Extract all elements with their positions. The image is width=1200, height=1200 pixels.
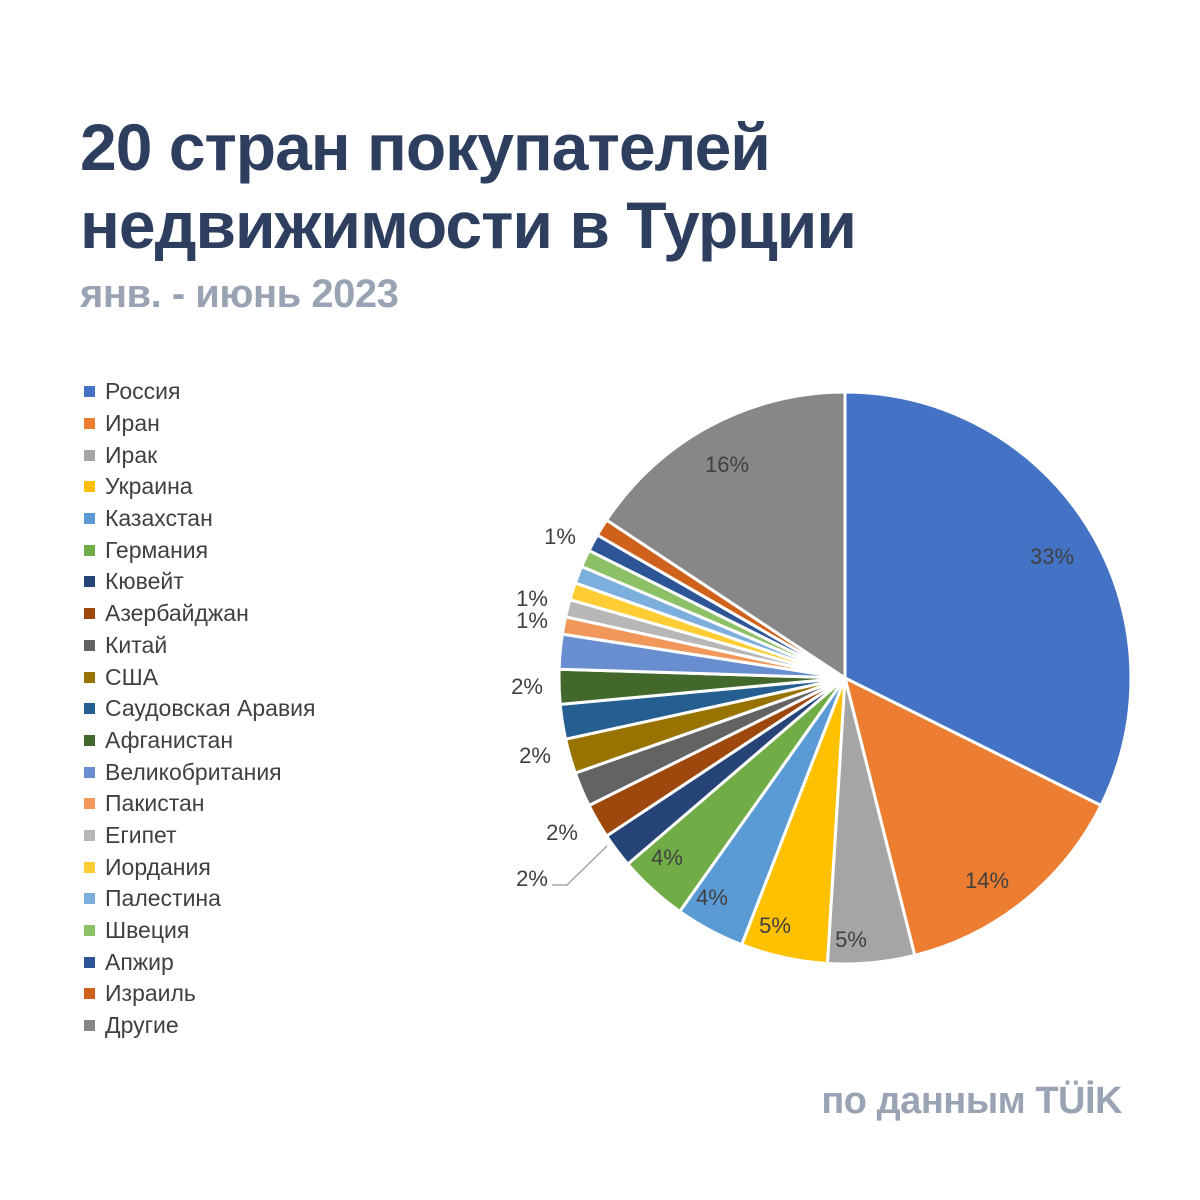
legend-item: Казахстан xyxy=(84,503,315,535)
data-label: 2% xyxy=(511,674,543,699)
legend-label: Саудовская Аравия xyxy=(105,695,316,722)
data-label: 5% xyxy=(835,927,867,952)
legend-label: Египет xyxy=(105,821,177,848)
data-label: 2% xyxy=(519,743,551,768)
legend-item: Россия xyxy=(84,376,315,408)
legend-label: Великобритания xyxy=(105,758,282,785)
legend-label: Афганистан xyxy=(105,726,234,753)
legend-item: Ирак xyxy=(84,439,315,471)
legend-label: Швеция xyxy=(105,917,190,944)
chart-legend: Россия Иран Ирак Украина Казахстан Германия Кю… xyxy=(84,376,315,1041)
legend-label: Палестина xyxy=(105,885,221,912)
legend-swatch xyxy=(84,893,95,905)
chart-subtitle: янв. - июнь 2023 xyxy=(80,272,399,316)
legend-swatch xyxy=(84,513,95,525)
data-label: 14% xyxy=(965,868,1009,893)
data-label: 1% xyxy=(544,524,576,549)
data-label: 1% xyxy=(516,608,548,633)
legend-swatch xyxy=(84,988,95,1000)
data-label: 4% xyxy=(651,845,683,870)
pie-slice xyxy=(605,390,847,680)
legend-item: Кювейт xyxy=(84,566,315,598)
legend-swatch xyxy=(84,386,95,398)
legend-item: Великобритания xyxy=(84,756,315,788)
legend-swatch xyxy=(84,639,95,651)
legend-item: Азербайджан xyxy=(84,598,315,630)
legend-item: Другие xyxy=(84,1010,315,1042)
data-label: 4% xyxy=(696,885,728,910)
title-line-1: 20 стран покупателей xyxy=(80,110,771,184)
legend-swatch xyxy=(84,1020,95,1032)
legend-item: Иордания xyxy=(84,851,315,883)
legend-swatch xyxy=(84,703,95,715)
legend-item: Пакистан xyxy=(84,788,315,820)
legend-item: Швеция xyxy=(84,915,315,947)
legend-label: Ирак xyxy=(105,441,158,468)
legend-swatch xyxy=(84,671,95,683)
legend-label: Россия xyxy=(105,378,181,405)
legend-swatch xyxy=(84,544,95,556)
legend-label: Казахстан xyxy=(105,505,213,532)
legend-label: Китай xyxy=(105,631,168,658)
legend-label: Иран xyxy=(105,410,160,437)
legend-item: Иран xyxy=(84,408,315,440)
legend-label: Украина xyxy=(105,473,193,500)
chart-title: 20 стран покупателей недвижимости в Турц… xyxy=(80,108,857,264)
leader-line xyxy=(552,845,608,886)
data-label: 2% xyxy=(546,820,578,845)
legend-swatch xyxy=(84,861,95,873)
data-label: 2% xyxy=(516,866,548,891)
legend-item: Саудовская Аравия xyxy=(84,693,315,725)
legend-item: Германия xyxy=(84,534,315,566)
legend-swatch xyxy=(84,766,95,778)
legend-item: Апжир xyxy=(84,946,315,978)
legend-item: США xyxy=(84,661,315,693)
legend-label: Германия xyxy=(105,536,209,563)
data-label: 5% xyxy=(759,913,791,938)
title-line-2: недвижимости в Турции xyxy=(80,188,857,262)
legend-label: Кювейт xyxy=(105,568,184,595)
source-note: по данным TÜİK xyxy=(821,1080,1122,1122)
legend-item: Палестина xyxy=(84,883,315,915)
legend-swatch xyxy=(84,734,95,746)
legend-item: Афганистан xyxy=(84,725,315,757)
pie-slices xyxy=(557,390,1133,966)
pie-slice xyxy=(843,390,1133,807)
legend-swatch xyxy=(84,576,95,588)
legend-item: Египет xyxy=(84,820,315,852)
legend-swatch xyxy=(84,418,95,430)
data-label: 33% xyxy=(1030,544,1074,569)
legend-label: США xyxy=(105,663,159,690)
legend-swatch xyxy=(84,829,95,841)
legend-item: Украина xyxy=(84,471,315,503)
legend-label: Израиль xyxy=(105,980,196,1007)
legend-label: Иордания xyxy=(105,853,211,880)
legend-swatch xyxy=(84,956,95,968)
legend-swatch xyxy=(84,608,95,620)
legend-label: Азербайджан xyxy=(105,600,249,627)
legend-swatch xyxy=(84,449,95,461)
legend-swatch xyxy=(84,925,95,937)
pie-slice xyxy=(843,676,1103,957)
data-label: 1% xyxy=(516,586,548,611)
legend-label: Другие xyxy=(105,1012,179,1039)
legend-label: Пакистан xyxy=(105,790,205,817)
legend-item: Израиль xyxy=(84,978,315,1010)
legend-item: Китай xyxy=(84,630,315,662)
legend-swatch xyxy=(84,481,95,493)
legend-label: Апжир xyxy=(105,948,174,975)
data-label: 16% xyxy=(705,452,749,477)
legend-swatch xyxy=(84,798,95,810)
